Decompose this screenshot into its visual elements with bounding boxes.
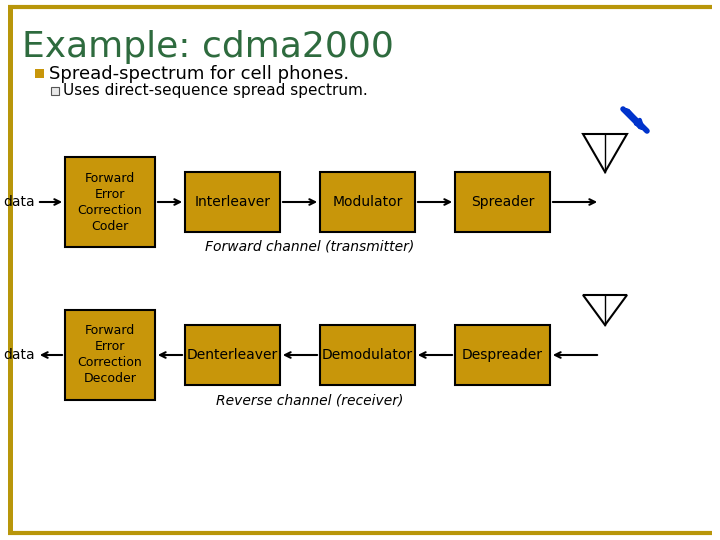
Text: Demodulator: Demodulator [322, 348, 413, 362]
Text: Interleaver: Interleaver [194, 195, 271, 209]
Text: Uses direct-sequence spread spectrum.: Uses direct-sequence spread spectrum. [63, 84, 368, 98]
Text: Example: cdma2000: Example: cdma2000 [22, 30, 394, 64]
Bar [51, 87, 59, 95]
Text: Spreader: Spreader [471, 195, 534, 209]
Text: Modulator: Modulator [333, 195, 402, 209]
Bar [455, 172, 550, 232]
Text: data: data [4, 195, 35, 209]
Text: data: data [4, 348, 35, 362]
Bar [65, 157, 155, 247]
Bar [65, 310, 155, 400]
Bar [320, 172, 415, 232]
Bar [8, 7, 13, 533]
Text: Spread-spectrum for cell phones.: Spread-spectrum for cell phones. [49, 65, 349, 83]
Text: Denterleaver: Denterleaver [187, 348, 278, 362]
Bar [35, 69, 44, 78]
Text: Reverse channel (receiver): Reverse channel (receiver) [216, 393, 404, 407]
Polygon shape [583, 134, 627, 172]
Text: Forward
Error
Correction
Coder: Forward Error Correction Coder [78, 172, 143, 233]
Bar [455, 325, 550, 385]
Text: Forward channel (transmitter): Forward channel (transmitter) [205, 240, 415, 254]
Text: Forward
Error
Correction
Decoder: Forward Error Correction Decoder [78, 325, 143, 386]
Bar [320, 325, 415, 385]
Polygon shape [583, 295, 627, 325]
Bar [185, 172, 280, 232]
Text: Despreader: Despreader [462, 348, 543, 362]
Bar [185, 325, 280, 385]
